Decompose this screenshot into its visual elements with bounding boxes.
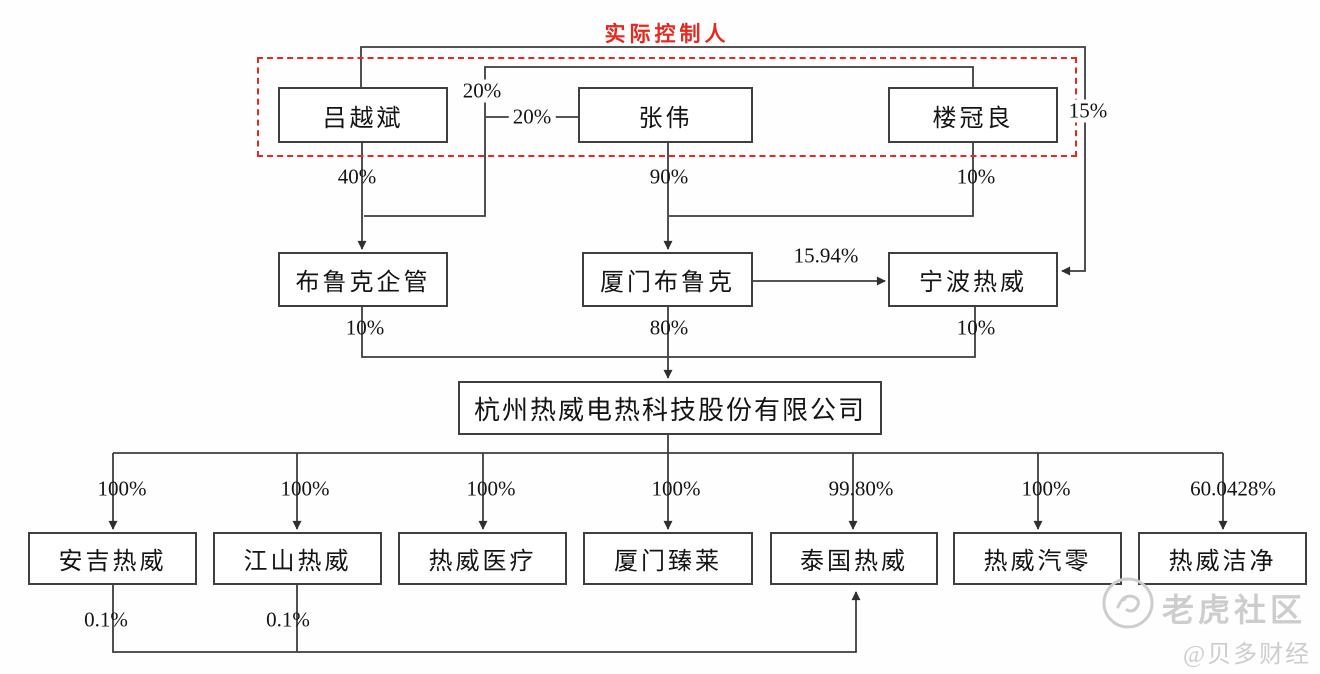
pct-anji-to-thailand: 0.1% [84,607,128,632]
pct-parent-to-jiangshan: 100% [280,476,330,501]
pct-parent-to-jiejing: 60.0428% [1190,476,1276,501]
pct-zhang-to-bruke: 20% [508,105,556,129]
pct-parent-to-qiling: 100% [1021,476,1071,501]
actual-controller-label: 实际控制人 [604,22,730,46]
node-holdco-xiamen-bruke: 厦门布鲁克 [582,252,753,307]
node-sub-qiling: 热威汽零 [953,532,1122,585]
node-holdco-ningbo-rewei: 宁波热威 [888,252,1058,307]
node-holdco-bruke: 布鲁克企管 [278,252,448,307]
pct-parent-to-anji: 100% [97,476,147,501]
node-sub-yiliao: 热威医疗 [398,532,567,585]
pct-parent-to-yiliao: 100% [466,476,516,501]
tiger-logo-icon [1102,577,1154,629]
edge-bruke-to-parent [361,307,668,358]
pct-lou-to-bruke: 20% [458,79,506,103]
pct-bruke-to-parent: 10% [345,315,385,340]
edge-anji-to-thailand [112,585,861,653]
edge-ningbo-to-parent [669,307,976,358]
pct-zhang-to-xiamen: 90% [649,164,689,189]
watermark-account-handle: @贝多财经 [1183,642,1312,668]
pct-lou-to-xiamen: 10% [956,164,996,189]
pct-xiamen-to-parent: 80% [649,315,689,340]
node-sub-zhenlai: 厦门臻莱 [583,532,753,585]
node-person-zhang-wei: 张伟 [578,87,753,143]
node-sub-anji: 安吉热威 [28,532,197,585]
watermark-community-name: 老虎社区 [1162,592,1307,628]
node-person-lou-guanliang: 楼冠良 [888,87,1058,143]
pct-lv-to-bruke: 40% [337,164,377,189]
node-person-lv-yuebin: 吕越斌 [278,87,448,143]
node-parent-company: 杭州热威电热科技股份有限公司 [458,381,882,435]
node-sub-thailand: 泰国热威 [770,532,938,585]
pct-jiangshan-to-thailand: 0.1% [266,607,310,632]
pct-parent-to-zhenlai: 100% [651,476,701,501]
node-sub-jiejing: 热威洁净 [1138,532,1307,585]
pct-parent-to-thailand: 99.80% [828,476,894,501]
pct-xiamen-to-ningbo: 15.94% [793,243,859,268]
node-sub-jiangshan: 江山热威 [213,532,382,585]
pct-ningbo-to-parent: 10% [956,315,996,340]
pct-lv-to-ningbo: 15% [1064,99,1112,123]
